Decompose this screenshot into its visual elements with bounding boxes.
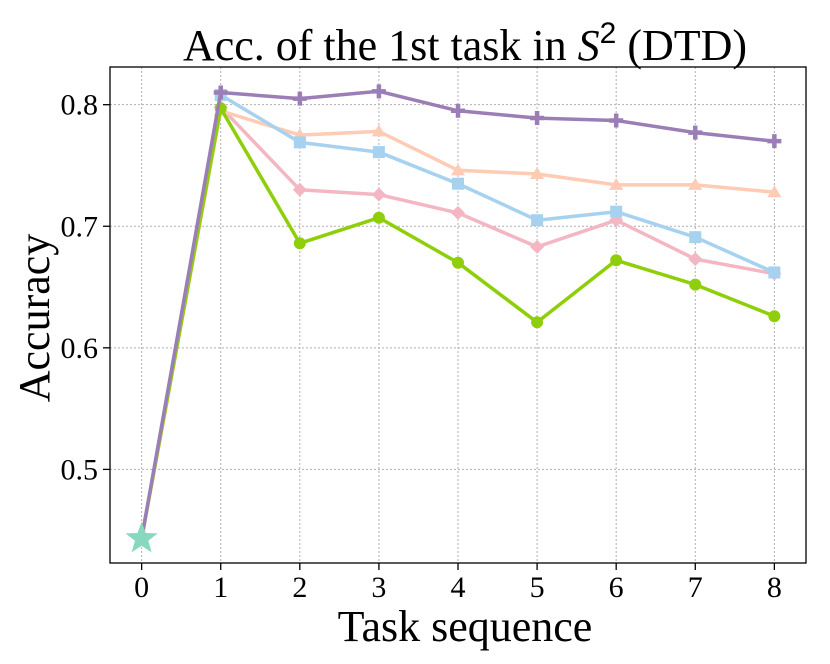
circle-marker [372, 211, 385, 224]
diamond-marker [292, 182, 307, 197]
x-tick-label: 1 [213, 571, 228, 604]
x-tick-label: 4 [451, 571, 466, 604]
diamond-marker [688, 252, 703, 267]
square-marker [610, 205, 623, 218]
circle-marker [689, 278, 702, 291]
triangle-marker [530, 166, 545, 179]
x-tick-label: 5 [530, 571, 545, 604]
plus-marker [530, 111, 545, 126]
circle-marker [610, 254, 623, 267]
chart-title: Acc. of the 1st task in S2 (DTD) [183, 17, 747, 70]
x-tick-label: 3 [371, 571, 386, 604]
circle-marker [768, 310, 781, 323]
x-tick-label: 6 [609, 571, 624, 604]
y-tick-label: 0.5 [61, 453, 99, 486]
x-tick-label: 0 [134, 571, 149, 604]
ticks: 0 1 2 3 4 5 6 7 8 0.5 0.6 0.7 0.8 [61, 89, 782, 604]
square-marker [689, 231, 702, 244]
circle-marker [293, 237, 306, 250]
circle-marker [531, 316, 544, 329]
plus-marker [213, 85, 228, 100]
y-tick-label: 0.8 [61, 89, 99, 122]
y-axis-label: Accuracy [10, 234, 59, 403]
square-marker [452, 177, 464, 190]
chart-title-superscript: 2 [600, 17, 617, 50]
x-tick-label: 7 [688, 571, 703, 604]
diamond-marker [371, 187, 386, 202]
series-layer [125, 84, 782, 553]
diamond-marker [530, 239, 545, 254]
x-tick-label: 8 [767, 571, 782, 604]
chart-title-prefix: Acc. of the 1st task in [183, 21, 578, 70]
square-marker [768, 266, 781, 279]
triangle-marker [371, 124, 386, 137]
square-marker [372, 146, 385, 159]
series-line-group [139, 88, 781, 540]
triangle-marker [451, 163, 465, 176]
plus-marker [451, 103, 465, 118]
plus-marker [609, 113, 624, 128]
x-tick-label: 2 [292, 571, 307, 604]
plus-marker [688, 125, 703, 140]
diamond-marker [451, 205, 465, 220]
triangle-marker [688, 177, 703, 190]
series-line-group [139, 84, 782, 540]
y-tick-label: 0.6 [61, 332, 99, 365]
chart-title-symbol: S [578, 21, 600, 70]
triangle-marker [609, 177, 624, 190]
star-marker [125, 521, 158, 553]
plus-marker [371, 84, 386, 99]
square-marker [293, 136, 306, 149]
y-tick-label: 0.7 [61, 210, 99, 243]
series-line-group [139, 102, 781, 540]
x-axis-label: Task sequence [338, 602, 593, 651]
chart-title-suffix: (DTD) [616, 21, 747, 70]
plus-marker [767, 134, 782, 149]
plus-marker [292, 91, 307, 106]
series-line-group [139, 103, 782, 540]
triangle-marker [767, 185, 782, 198]
square-marker [531, 214, 544, 227]
series-line-group [139, 100, 782, 540]
circle-marker [452, 256, 464, 269]
